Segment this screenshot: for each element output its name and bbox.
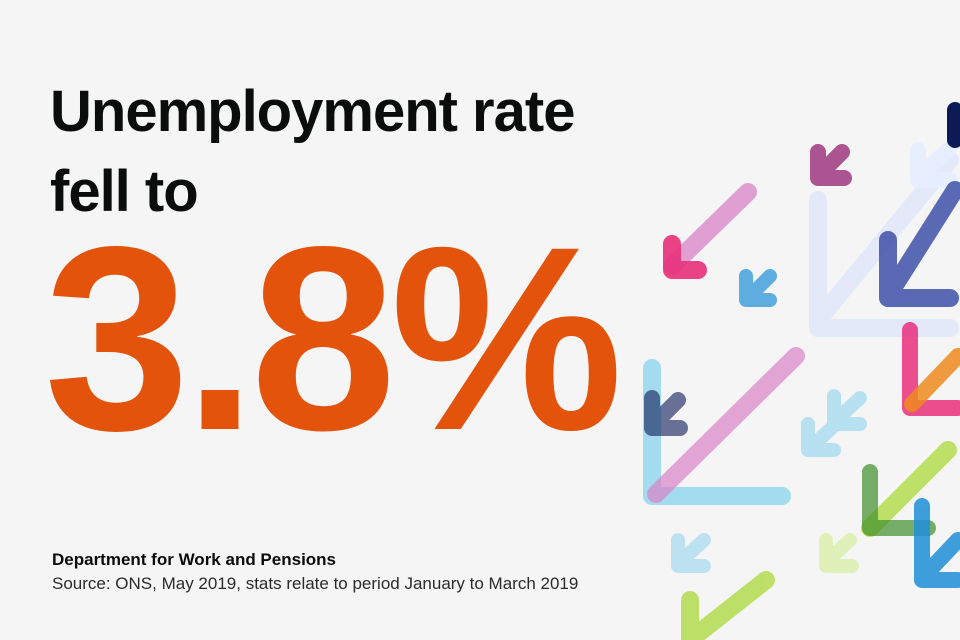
headline-line-1: Unemployment rate xyxy=(50,79,575,144)
down-left-arrows-icon xyxy=(643,102,960,640)
source-note: Source: ONS, May 2019, stats relate to p… xyxy=(52,574,579,593)
unemployment-rate-figure: 3.8% xyxy=(44,192,623,485)
headline: Unemployment rate fell to xyxy=(50,72,650,232)
headline-line-2: fell to xyxy=(50,159,199,224)
footer: Department for Work and Pensions Source:… xyxy=(52,548,578,596)
organisation-name: Department for Work and Pensions xyxy=(52,550,337,569)
